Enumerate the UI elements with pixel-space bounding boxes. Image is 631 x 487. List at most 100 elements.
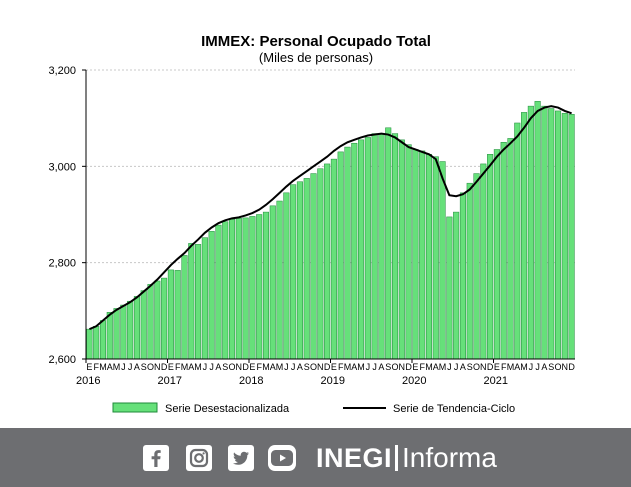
bar (425, 154, 433, 360)
x-year-label: 2016 (76, 375, 100, 387)
x-month-label: J (529, 362, 534, 372)
x-month-label: M (194, 362, 202, 372)
bar (480, 163, 487, 360)
x-month-label: A (188, 362, 194, 372)
x-month-label: F (338, 362, 344, 372)
x-month-label: S (304, 362, 310, 372)
x-month-label: N (562, 362, 569, 372)
x-month-label: M (181, 362, 189, 372)
x-month-label: M (357, 362, 365, 372)
legend-label-bars: Serie Desestacionalizada (165, 403, 290, 415)
x-month-label: D (324, 362, 331, 372)
bar (412, 149, 419, 360)
legend-label-trend: Serie de Tendencia-Ciclo (393, 403, 515, 415)
x-month-label: N (317, 362, 324, 372)
x-month-label: S (141, 362, 147, 372)
x-month-label: D (405, 362, 412, 372)
youtube-icon[interactable] (268, 445, 296, 471)
bar (398, 139, 405, 360)
bar (86, 328, 93, 360)
bar (167, 269, 174, 360)
trend-line (89, 105, 572, 331)
x-month-label: E (494, 362, 500, 372)
brand-separator (395, 445, 399, 471)
x-month-label: M (99, 362, 107, 372)
x-month-label: D (568, 362, 575, 372)
x-month-label: F (256, 362, 262, 372)
x-month-label: A (134, 362, 140, 372)
bar (358, 139, 365, 360)
x-month-label: O (310, 362, 317, 372)
bar (161, 277, 168, 360)
x-month-label: J (128, 362, 133, 372)
bar (262, 211, 270, 360)
bar (201, 237, 208, 360)
chart-title: IMMEX: Personal Ocupado Total (201, 33, 431, 50)
bar (351, 142, 358, 360)
instagram-icon[interactable] (186, 445, 212, 471)
chart-area: IMMEX: Personal Ocupado Total (Miles de … (48, 33, 576, 415)
bar (527, 105, 534, 360)
bar (554, 110, 562, 360)
x-month-label: D (487, 362, 494, 372)
bar (283, 192, 290, 360)
brand-informa-text: Informa (402, 442, 497, 473)
x-month-label: O (473, 362, 480, 372)
x-month-label: A (433, 362, 439, 372)
bar (256, 214, 263, 360)
x-month-label: M (425, 362, 433, 372)
bar-series (86, 101, 575, 360)
bar (459, 192, 466, 360)
bar (473, 173, 480, 360)
bar (310, 173, 317, 360)
bar (324, 163, 331, 360)
bar (106, 312, 113, 360)
x-month-label: A (541, 362, 547, 372)
x-month-label: A (351, 362, 357, 372)
bar (222, 221, 229, 360)
bar (140, 290, 147, 360)
x-month-label: J (454, 362, 459, 372)
x-month-label: A (378, 362, 384, 372)
x-month-label: A (514, 362, 520, 372)
bar (446, 216, 453, 360)
x-month-label: J (203, 362, 208, 372)
legend-swatch-bars (112, 402, 158, 413)
x-year-label: 2020 (402, 375, 426, 387)
bar (242, 217, 249, 360)
facebook-icon[interactable] (143, 445, 169, 471)
bar (385, 127, 392, 360)
bar (290, 184, 297, 360)
bar (296, 181, 303, 360)
x-month-label: E (86, 362, 92, 372)
bar (534, 101, 541, 360)
twitter-icon[interactable] (228, 445, 254, 471)
x-month-label: S (222, 362, 228, 372)
x-month-label: J (121, 362, 126, 372)
y-tick-label: 2,800 (48, 258, 76, 270)
bar (568, 114, 575, 360)
x-month-label: J (372, 362, 377, 372)
bar (215, 224, 222, 360)
bar (541, 105, 548, 360)
x-month-label: N (399, 362, 406, 372)
bar (371, 133, 378, 360)
bar (493, 149, 500, 360)
bar (228, 219, 236, 360)
x-month-label: F (93, 362, 99, 372)
grid-lines (86, 69, 575, 264)
bar (188, 243, 195, 360)
x-month-label: E (331, 362, 337, 372)
x-month-label: A (215, 362, 221, 372)
bar (147, 284, 154, 360)
bar (181, 255, 188, 360)
x-month-label: E (168, 362, 174, 372)
x-month-label: M (113, 362, 121, 372)
bar (466, 182, 473, 360)
x-month-label: D (161, 362, 168, 372)
bar (174, 270, 181, 360)
bar (337, 151, 344, 360)
bar (514, 122, 521, 360)
x-month-label: A (270, 362, 276, 372)
